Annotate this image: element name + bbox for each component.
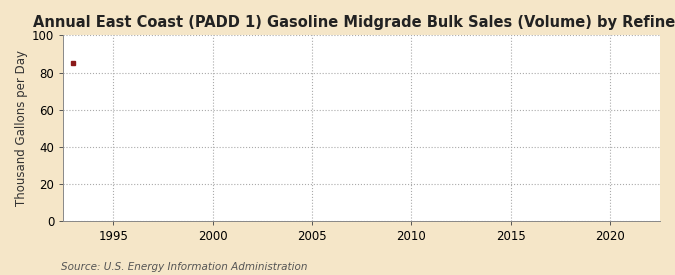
Title: Annual East Coast (PADD 1) Gasoline Midgrade Bulk Sales (Volume) by Refiners: Annual East Coast (PADD 1) Gasoline Midg… bbox=[32, 15, 675, 30]
Text: Source: U.S. Energy Information Administration: Source: U.S. Energy Information Administ… bbox=[61, 262, 307, 272]
Y-axis label: Thousand Gallons per Day: Thousand Gallons per Day bbox=[15, 50, 28, 207]
